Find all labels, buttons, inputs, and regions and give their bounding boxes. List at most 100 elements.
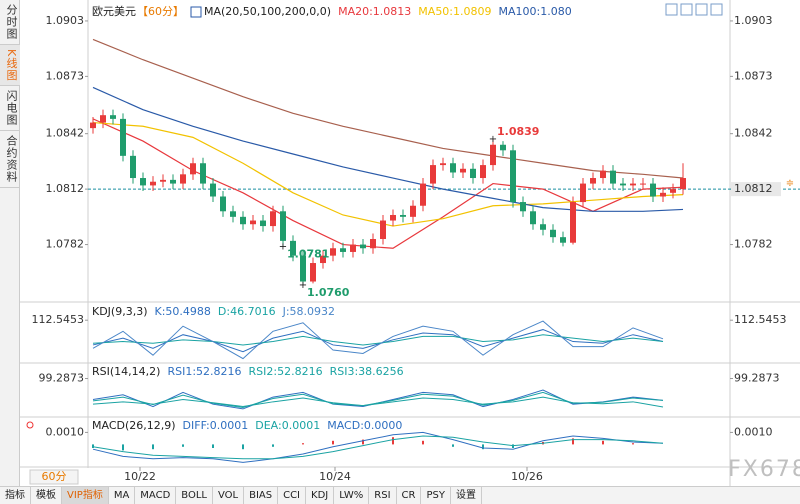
- tab[interactable]: KDJ: [306, 487, 335, 504]
- tab[interactable]: LW%: [334, 487, 370, 504]
- extreme-label: 1.0781: [287, 247, 329, 260]
- legend-entry: DIFF:0.0001: [183, 419, 249, 432]
- y-tick-label-right: 1.0903: [734, 14, 773, 27]
- candle-body: [310, 263, 316, 282]
- candle-body: [610, 170, 616, 184]
- candle-body: [660, 192, 666, 197]
- tab[interactable]: 模板: [31, 487, 62, 504]
- candle-body: [680, 178, 686, 190]
- tab[interactable]: MACD: [135, 487, 177, 504]
- legend-entry: J:58.0932: [282, 305, 335, 318]
- y-tick-label-right: 99.2873: [734, 372, 780, 385]
- tab[interactable]: RSI: [369, 487, 397, 504]
- candle-body: [540, 224, 546, 230]
- sidebar-button[interactable]: K线图: [0, 45, 22, 87]
- extreme-marker: +: [279, 241, 287, 252]
- legend-entry: RSI3:38.6256: [330, 365, 404, 378]
- indicator-line: [92, 435, 664, 460]
- ma-line: [92, 86, 684, 212]
- sidebar: 分时图 K线图 闪电图 合约资料: [0, 0, 22, 486]
- panel-title: MACD(26,12,9): [92, 419, 176, 432]
- sidebar-button[interactable]: 合约资料: [0, 131, 22, 189]
- candle-body: [270, 211, 276, 227]
- watermark: FX678: [728, 457, 800, 482]
- sidebar-button[interactable]: 闪电图: [0, 86, 22, 132]
- legend-entry: D:46.7016: [218, 305, 276, 318]
- candle-body: [600, 170, 606, 179]
- tab[interactable]: 设置: [451, 487, 482, 504]
- candle-body: [170, 179, 176, 184]
- candle-body: [570, 202, 576, 243]
- legend-entry: MA20:1.0813: [338, 5, 411, 18]
- tab[interactable]: VOL: [213, 487, 245, 504]
- last-price-box: [731, 182, 781, 197]
- legend-entry: MA50:1.0809: [418, 5, 491, 18]
- candle-body: [150, 181, 156, 186]
- candle-body: [200, 163, 206, 184]
- candle-body: [160, 179, 166, 182]
- tab[interactable]: VIP指标: [62, 487, 109, 504]
- toolbar-icons[interactable]: [665, 3, 723, 16]
- candle-body: [240, 216, 246, 225]
- x-tick-label: 10/26: [511, 470, 543, 483]
- sidebar-button[interactable]: 分时图: [0, 0, 22, 45]
- candle-body: [450, 163, 456, 173]
- candle-body: [280, 211, 286, 241]
- legend-entry: K:50.4988: [155, 305, 211, 318]
- panel-title: KDJ(9,3,3): [92, 305, 148, 318]
- legend-entry: RSI1:52.8216: [167, 365, 241, 378]
- y-tick-label: 112.5453: [32, 313, 85, 326]
- candle-body: [250, 220, 256, 225]
- candle-body: [550, 229, 556, 238]
- extreme-label: 1.0839: [497, 125, 539, 138]
- y-tick-label-right: 0.0010: [734, 425, 773, 438]
- x-tick-label: 10/22: [124, 470, 156, 483]
- candle-body: [460, 168, 466, 173]
- period: 【60分】: [137, 5, 184, 18]
- candle-body: [340, 248, 346, 252]
- indicator-line: [92, 431, 664, 463]
- candle-body: [510, 150, 516, 203]
- candle-body: [390, 214, 396, 221]
- period-button[interactable]: [29, 469, 79, 485]
- legend-entry: MACD:0.0000: [327, 419, 402, 432]
- candle-body: [480, 165, 486, 179]
- indicator-line: [92, 329, 664, 353]
- candle-body: [230, 211, 236, 217]
- tab[interactable]: 指标: [0, 487, 31, 504]
- candle-body: [420, 183, 426, 206]
- panel-title: RSI(14,14,2): [92, 365, 160, 378]
- candle-body: [370, 239, 376, 249]
- indicator-line: [92, 396, 664, 408]
- candle-body: [350, 244, 356, 252]
- candle-body: [330, 248, 336, 256]
- y-tick-label: 0.0010: [46, 425, 85, 438]
- candle-body: [640, 183, 646, 185]
- panel-title: 欧元美元: [92, 5, 136, 18]
- candle-body: [490, 144, 496, 166]
- tab[interactable]: BIAS: [244, 487, 279, 504]
- candle-body: [140, 178, 146, 186]
- candle-body: [220, 196, 226, 212]
- tab[interactable]: BOLL: [176, 487, 213, 504]
- tab[interactable]: CR: [397, 487, 422, 504]
- legend-entry: DEA:0.0001: [255, 419, 320, 432]
- y-tick-label: 1.0782: [46, 238, 85, 251]
- candle-body: [120, 118, 126, 156]
- candle-body: [380, 220, 386, 240]
- candle-body: [500, 144, 506, 151]
- tab[interactable]: MA: [109, 487, 136, 504]
- y-tick-label-right: 1.0782: [734, 238, 773, 251]
- candle-body: [580, 183, 586, 203]
- macd-icon: [26, 421, 34, 429]
- candle-body: [670, 189, 676, 193]
- candle-body: [190, 163, 196, 175]
- y-tick-label: 1.0842: [46, 127, 85, 140]
- period-label[interactable]: 60分: [42, 470, 67, 483]
- legend-entry: RSI2:52.8216: [249, 365, 323, 378]
- candle-body: [320, 255, 326, 264]
- candle-body: [400, 214, 406, 217]
- tab[interactable]: PSY: [421, 487, 451, 504]
- tab-bar: 指标 模板 VIP指标 MA MACD BOLL VOL BIAS CCI KDJ LW% RSI CR…: [0, 486, 800, 504]
- tab[interactable]: CCI: [278, 487, 307, 504]
